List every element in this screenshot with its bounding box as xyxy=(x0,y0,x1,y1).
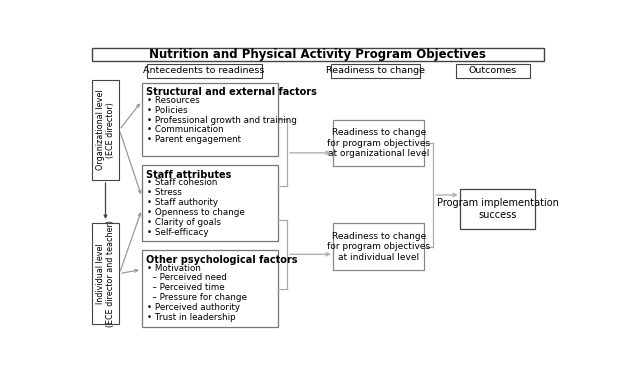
FancyBboxPatch shape xyxy=(91,223,119,324)
Text: • Staff authority: • Staff authority xyxy=(146,198,218,207)
Text: Nutrition and Physical Activity Program Objectives: Nutrition and Physical Activity Program … xyxy=(150,48,486,61)
FancyBboxPatch shape xyxy=(334,120,425,166)
Text: • Trust in leadership: • Trust in leadership xyxy=(146,313,235,322)
Text: • Parent engagement: • Parent engagement xyxy=(146,135,240,144)
FancyBboxPatch shape xyxy=(455,64,530,78)
Text: Readiness to change
for program objectives
at individual level: Readiness to change for program objectiv… xyxy=(328,232,431,261)
Text: – Perceived time: – Perceived time xyxy=(146,283,224,292)
FancyBboxPatch shape xyxy=(91,80,119,180)
Text: Organizational level
(ECE director): Organizational level (ECE director) xyxy=(96,89,115,170)
Text: • Openness to change: • Openness to change xyxy=(146,208,245,217)
Text: • Professional growth and training: • Professional growth and training xyxy=(146,116,297,124)
Text: Readiness to change
for program objectives
at organizational level: Readiness to change for program objectiv… xyxy=(328,128,431,158)
Text: Program implementation
success: Program implementation success xyxy=(436,198,559,220)
FancyBboxPatch shape xyxy=(142,251,278,327)
FancyBboxPatch shape xyxy=(142,82,278,156)
FancyBboxPatch shape xyxy=(142,165,278,241)
Text: Other psychological factors: Other psychological factors xyxy=(146,255,297,265)
FancyBboxPatch shape xyxy=(331,64,420,78)
Text: • Self-efficacy: • Self-efficacy xyxy=(146,228,208,237)
Text: – Perceived need: – Perceived need xyxy=(146,273,227,282)
Text: Outcomes: Outcomes xyxy=(468,67,517,75)
Text: Individual level
(ECE director and teacher): Individual level (ECE director and teach… xyxy=(96,220,115,327)
Text: Structural and external factors: Structural and external factors xyxy=(146,88,316,97)
Text: Readiness to change: Readiness to change xyxy=(326,67,425,75)
Text: • Clarity of goals: • Clarity of goals xyxy=(146,218,221,227)
Text: Antecedents to readiness: Antecedents to readiness xyxy=(143,67,265,75)
FancyBboxPatch shape xyxy=(334,223,425,270)
Text: Staff attributes: Staff attributes xyxy=(146,170,231,180)
FancyBboxPatch shape xyxy=(460,189,535,230)
Text: • Staff cohesion: • Staff cohesion xyxy=(146,178,217,187)
Text: • Policies: • Policies xyxy=(146,106,187,115)
Text: • Perceived authority: • Perceived authority xyxy=(146,303,240,312)
FancyBboxPatch shape xyxy=(146,64,261,78)
Text: • Resources: • Resources xyxy=(146,96,200,105)
Text: • Communication: • Communication xyxy=(146,126,223,135)
Text: – Pressure for change: – Pressure for change xyxy=(146,293,247,302)
FancyBboxPatch shape xyxy=(91,49,544,61)
Text: • Motivation: • Motivation xyxy=(146,263,201,273)
Text: • Stress: • Stress xyxy=(146,188,182,197)
